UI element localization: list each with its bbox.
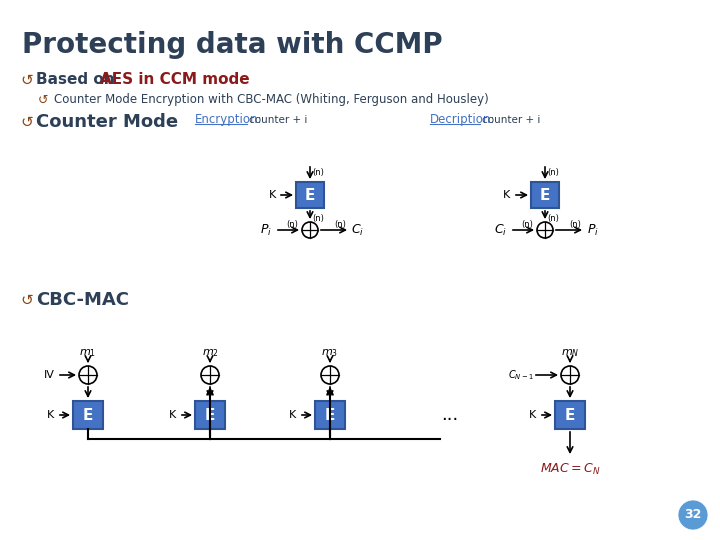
FancyBboxPatch shape (296, 182, 324, 208)
Text: counter + i: counter + i (482, 115, 541, 125)
Text: 32: 32 (684, 509, 702, 522)
Text: ↺: ↺ (20, 72, 32, 87)
Text: E: E (305, 187, 315, 202)
Text: (n): (n) (547, 213, 559, 222)
Text: E: E (204, 408, 215, 422)
Text: Encryption:: Encryption: (195, 113, 263, 126)
Text: K: K (503, 190, 510, 200)
FancyBboxPatch shape (195, 401, 225, 429)
Text: $P_i$: $P_i$ (587, 222, 599, 238)
Text: (n): (n) (312, 213, 324, 222)
Text: K: K (269, 190, 276, 200)
Text: Counter Mode Encryption with CBC-MAC (Whiting, Ferguson and Housley): Counter Mode Encryption with CBC-MAC (Wh… (54, 93, 489, 106)
Text: Based on: Based on (36, 72, 120, 87)
Text: IV: IV (44, 370, 55, 380)
FancyBboxPatch shape (555, 401, 585, 429)
Text: $C_i$: $C_i$ (495, 222, 508, 238)
FancyBboxPatch shape (531, 182, 559, 208)
Text: ↺: ↺ (38, 93, 48, 106)
Text: E: E (325, 408, 336, 422)
Text: (n): (n) (312, 167, 324, 177)
Text: (n): (n) (521, 220, 533, 230)
Text: Decription:: Decription: (430, 113, 495, 126)
Text: counter + i: counter + i (249, 115, 307, 125)
Text: E: E (540, 187, 550, 202)
Text: K: K (169, 410, 176, 420)
Circle shape (678, 500, 708, 530)
Text: $P_i$: $P_i$ (260, 222, 272, 238)
Text: $m_2$: $m_2$ (202, 347, 218, 359)
Text: Counter Mode: Counter Mode (36, 113, 178, 131)
Text: (n): (n) (547, 167, 559, 177)
FancyBboxPatch shape (315, 401, 345, 429)
Text: K: K (48, 410, 55, 420)
Text: K: K (529, 410, 536, 420)
Text: ↺: ↺ (20, 114, 32, 130)
Text: $C_i$: $C_i$ (351, 222, 364, 238)
Text: ↺: ↺ (20, 293, 32, 307)
FancyBboxPatch shape (73, 401, 103, 429)
Text: (n): (n) (334, 220, 346, 230)
Text: (n): (n) (569, 220, 581, 230)
Text: $m_1$: $m_1$ (79, 347, 96, 359)
Text: $m_3$: $m_3$ (321, 347, 338, 359)
Text: (n): (n) (286, 220, 298, 230)
Text: $MAC = C_N$: $MAC = C_N$ (540, 462, 600, 476)
Text: Protecting data with CCMP: Protecting data with CCMP (22, 31, 443, 59)
Text: K: K (289, 410, 297, 420)
Text: E: E (83, 408, 93, 422)
Text: $m_N$: $m_N$ (561, 347, 579, 359)
Text: CBC-MAC: CBC-MAC (36, 291, 129, 309)
Text: AES in CCM mode: AES in CCM mode (100, 72, 250, 87)
Text: E: E (564, 408, 575, 422)
Text: ...: ... (441, 406, 459, 424)
Text: $C_{N-1}$: $C_{N-1}$ (508, 368, 534, 382)
